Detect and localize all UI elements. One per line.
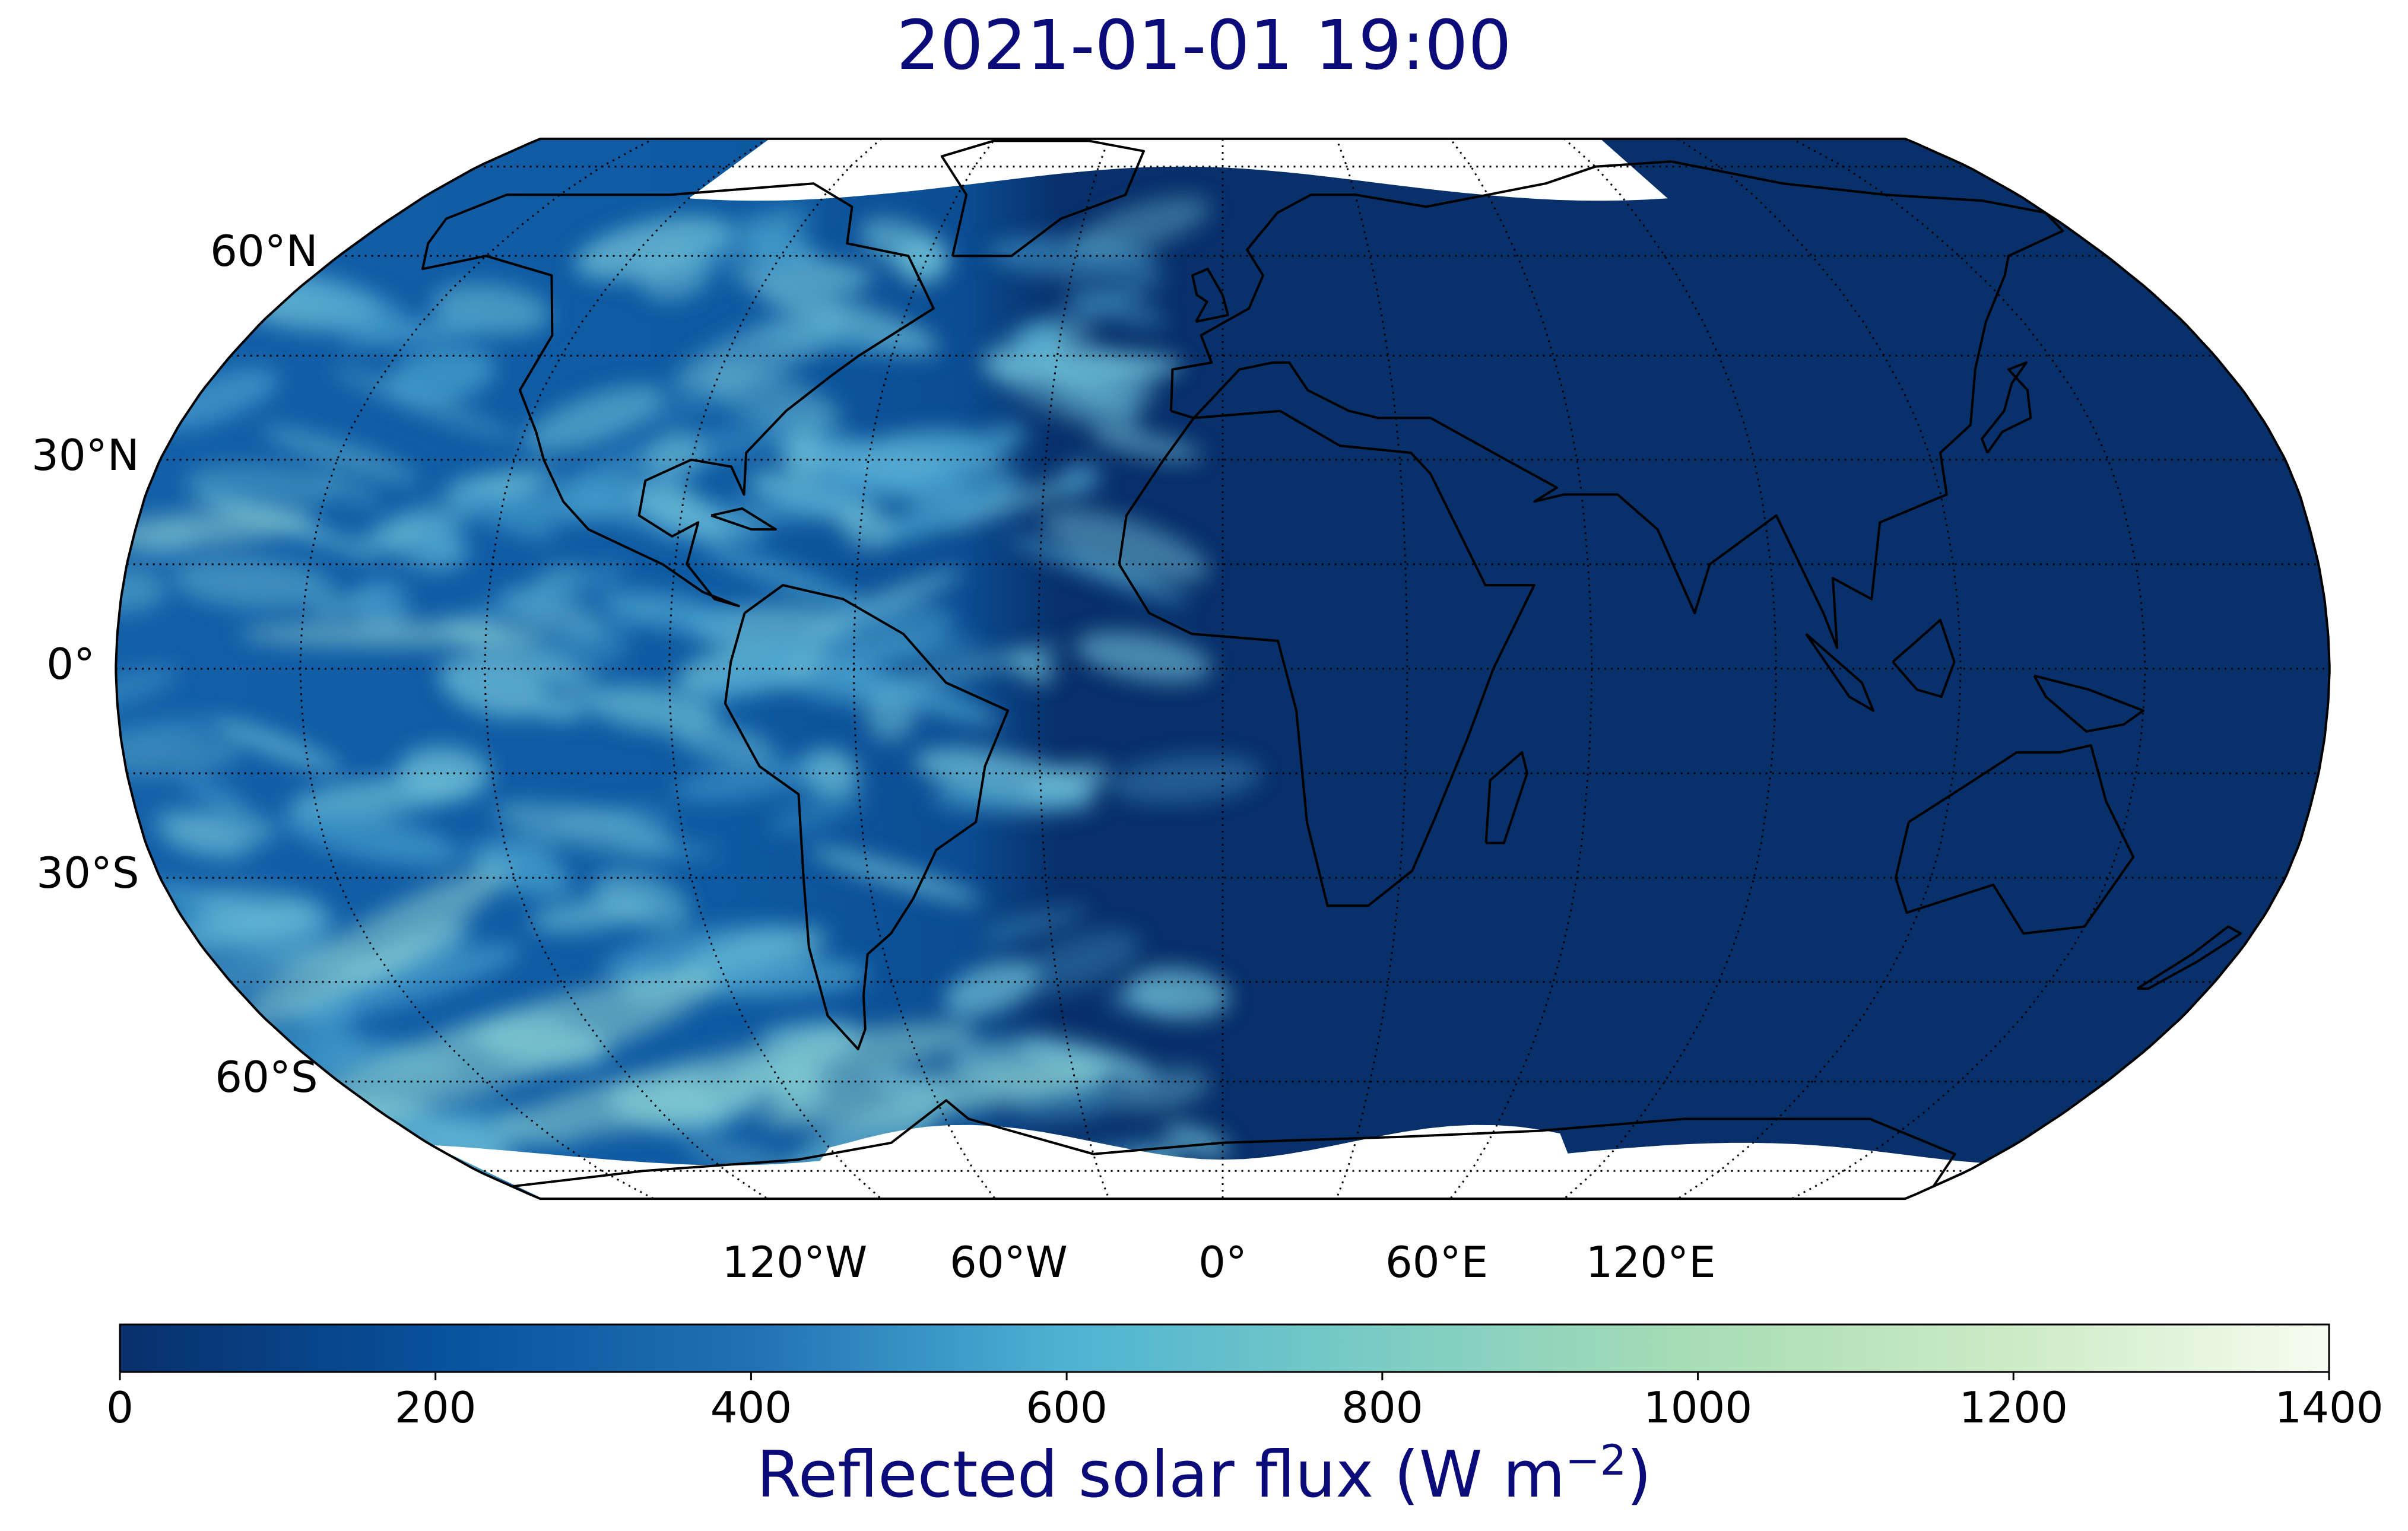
lon-label: 120°W [722,1237,868,1287]
colorbar [119,1323,2330,1373]
coastline-south-america [724,584,1010,1050]
lon-label: 0° [1198,1237,1247,1287]
colorbar-tick-label: 600 [1026,1383,1108,1432]
colorbar-label: Reflected solar flux (W m−2) [756,1436,1652,1512]
coastline-new-guinea [2033,674,2144,733]
flux-field [116,138,2330,1199]
coastline-australia [1894,744,2135,935]
colorbar-tick-label: 1000 [1643,1383,1753,1432]
coastline-borneo [1892,618,1956,698]
colorbar-tick-label: 800 [1341,1383,1423,1432]
coastline-new-zealand [2136,925,2242,990]
lat-label: 60°S [215,1052,318,1102]
coastline-japan [1981,361,2032,454]
lat-label: 30°N [31,430,139,480]
lon-label: 60°E [1385,1237,1489,1287]
coastline-madagascar [1484,751,1528,844]
coastline-eurasia [1169,160,2064,649]
coastline-north-america [421,182,935,608]
coastline-uk [1191,268,1229,323]
colorbar-tick-label: 0 [106,1383,134,1432]
map-title: 2021-01-01 19:00 [896,6,1512,85]
coastline-greenland [940,139,1145,258]
colorbar-tick-label: 1200 [1959,1383,2068,1432]
lat-label: 0° [46,639,95,689]
graticule [116,138,2330,1199]
lon-label: 60°W [950,1237,1068,1287]
coastline-antarctica [512,1099,1956,1188]
coastlines [421,139,2242,1188]
colorbar-ticks [119,1372,2330,1380]
coastline-africa [1118,409,1535,907]
lat-label: 60°N [210,226,318,277]
colorbar-tick-label: 400 [710,1383,792,1432]
coastline-sumatra [1805,633,1874,712]
polar-no-data [431,138,1982,1199]
coastline-cuba [710,507,777,531]
globe-outline [115,137,2331,1200]
colorbar-tick-label: 200 [394,1383,477,1432]
lat-label: 30°S [36,848,139,898]
lon-label: 120°E [1585,1237,1716,1287]
colorbar-tick-label: 1400 [2274,1383,2384,1432]
